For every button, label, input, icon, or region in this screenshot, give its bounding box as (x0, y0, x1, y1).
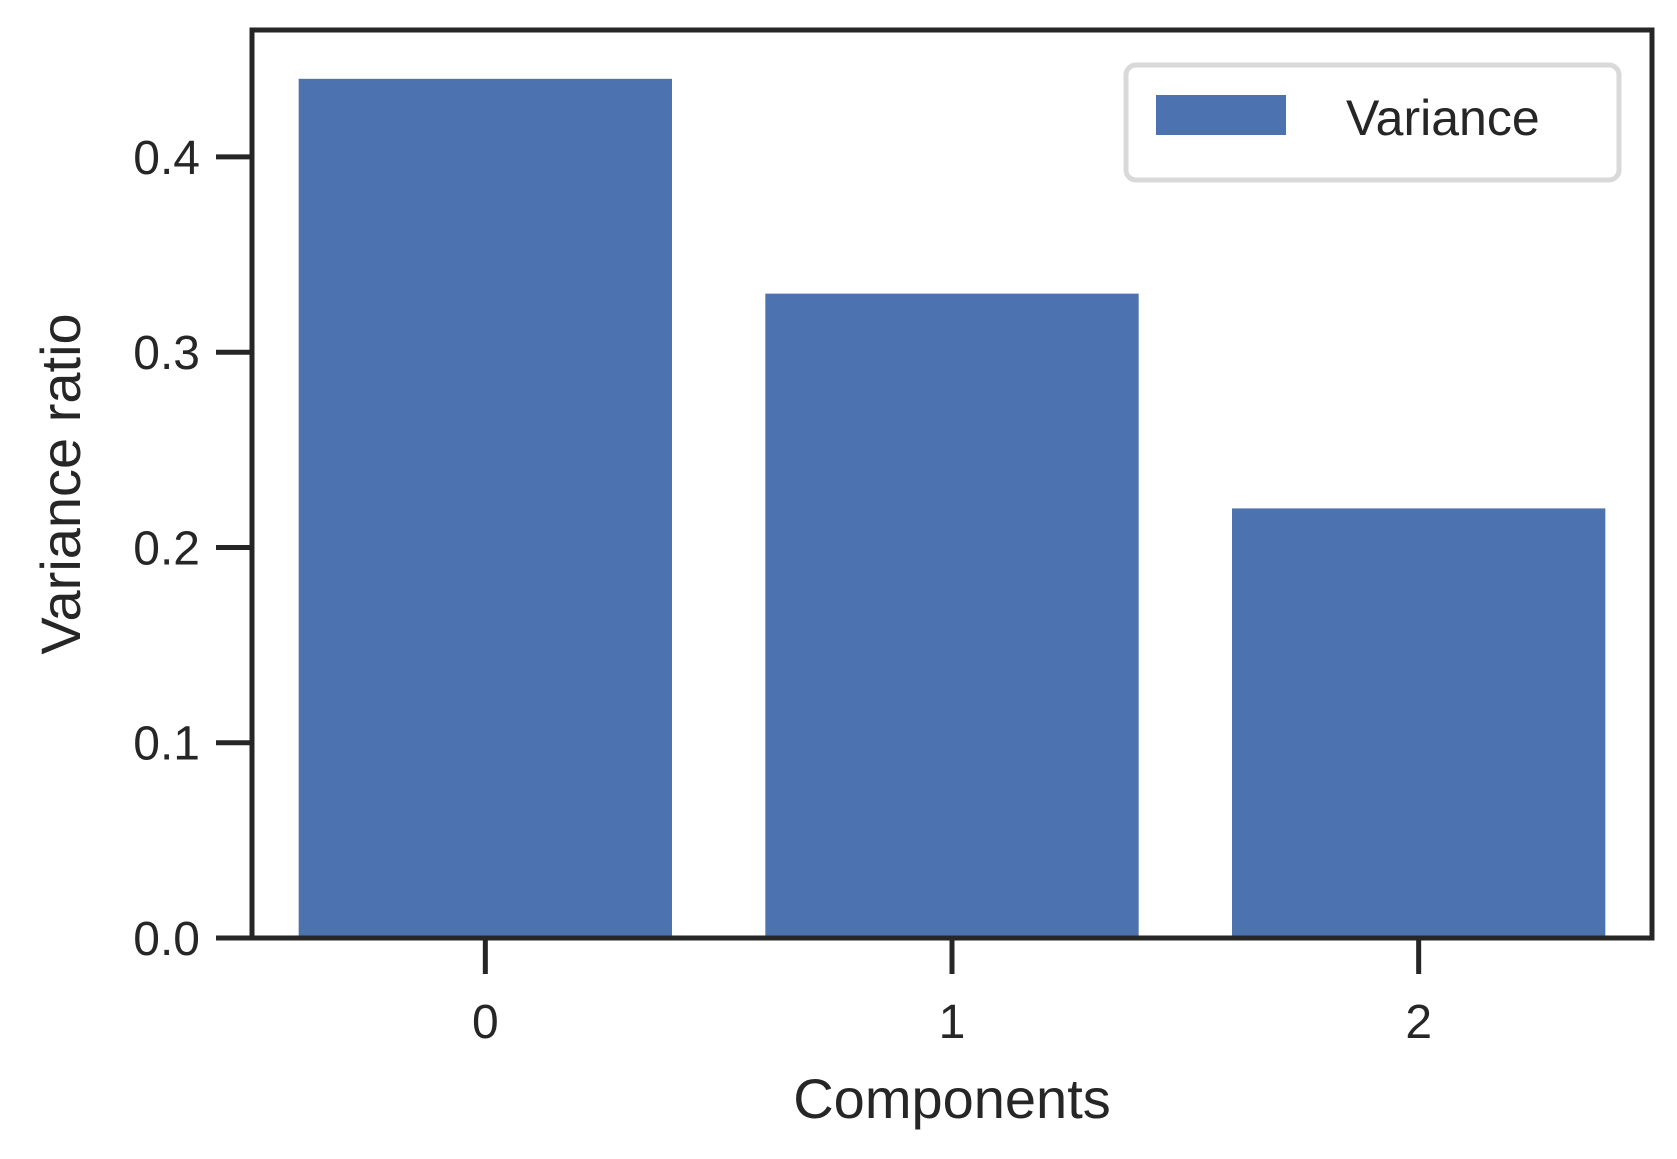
y-tick-label: 0.4 (133, 132, 200, 185)
bar-series (298, 78, 1606, 939)
y-tick-label: 0.3 (133, 327, 200, 380)
x-tick-label: 1 (939, 996, 966, 1049)
plot-frame (249, 27, 1655, 941)
bar-0 (298, 78, 672, 939)
y-tick-label: 0.0 (133, 913, 200, 966)
x-axis-ticks: 0 1 2 (472, 938, 1432, 1049)
y-tick-label: 0.1 (133, 718, 200, 771)
x-tick-label: 0 (472, 996, 499, 1049)
legend-box (1123, 62, 1622, 183)
x-axis-label: Components (793, 1067, 1111, 1130)
legend-label-variance: Variance (1346, 90, 1540, 146)
bar-2 (1232, 508, 1606, 938)
y-tick-label: 0.2 (133, 522, 200, 575)
legend: Variance (1123, 62, 1622, 183)
legend-swatch-variance (1156, 95, 1286, 135)
x-tick-label: 2 (1405, 996, 1432, 1049)
y-axis-label: Variance ratio (29, 313, 92, 654)
bar-1 (765, 293, 1139, 938)
y-axis-ticks: 0.0 0.1 0.2 0.3 0.4 (133, 132, 252, 966)
